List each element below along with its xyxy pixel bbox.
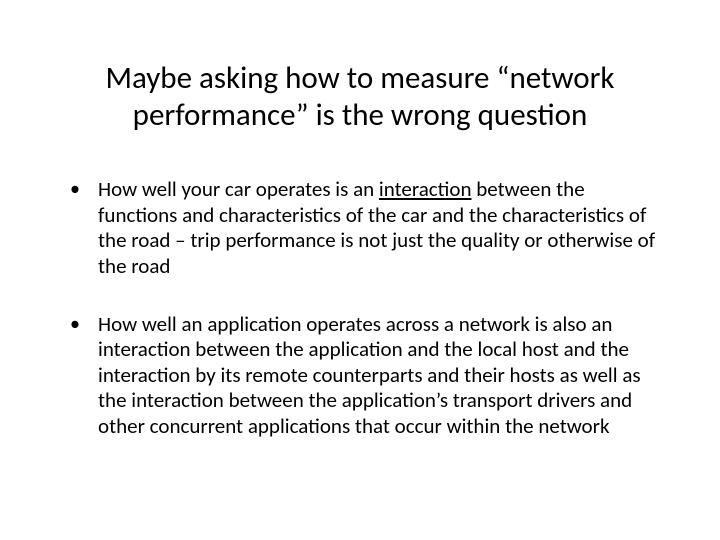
bullet-list: How well your car operates is an interac…	[64, 177, 656, 439]
title-line-2: performance” is the wrong question	[133, 96, 588, 134]
list-item: How well your car operates is an interac…	[98, 177, 656, 279]
list-item: How well an application operates across …	[98, 312, 656, 440]
slide-title: Maybe asking how to measure “network per…	[64, 60, 656, 133]
bullet-text-pre: How well an application operates across …	[98, 311, 641, 439]
bullet-text-underlined: interaction	[379, 176, 472, 202]
bullet-text-pre: How well your car operates is an	[98, 176, 379, 202]
slide: Maybe asking how to measure “network per…	[0, 0, 720, 540]
title-line-1: Maybe asking how to measure “network	[105, 59, 614, 97]
